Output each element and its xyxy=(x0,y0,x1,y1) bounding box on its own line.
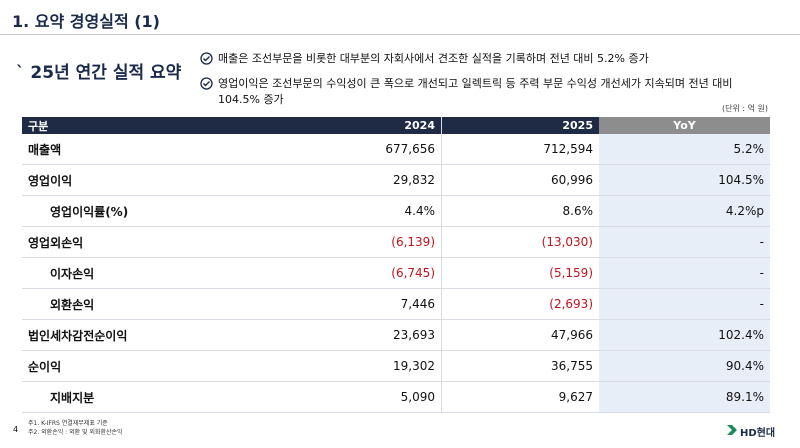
footnote: 주2. 외환손익 : 외환 및 외화환산손익 xyxy=(28,429,123,436)
cell: 7,446 xyxy=(244,288,442,320)
cell: 8.6% xyxy=(441,195,599,227)
cell: 9,627 xyxy=(441,381,599,413)
cell: 29,832 xyxy=(244,164,442,196)
row-label: 이자손익 xyxy=(22,257,244,289)
row-label: 영업외손익 xyxy=(22,226,244,258)
cell: 90.4% xyxy=(599,350,770,382)
row-label: 영업이익 xyxy=(22,164,244,196)
cell: 47,966 xyxy=(441,319,599,351)
results-table: 구분 2024 2025 YoY 매출액 677,656 712,594 5.2% 영업… xyxy=(22,117,770,413)
table-row: 법인세차감전순이익 23,693 47,966 102.4% xyxy=(22,319,770,351)
cell: - xyxy=(599,226,770,258)
table-row: 이자손익 (6,745) (5,159) - xyxy=(22,257,770,289)
row-label: 외환손익 xyxy=(22,288,244,320)
cell: 104.5% xyxy=(599,164,770,196)
cell: 4.2%p xyxy=(599,195,770,227)
table-row: 지배지분 5,090 9,627 89.1% xyxy=(22,381,770,413)
unit-note: (단위 : 억 원) xyxy=(721,104,768,113)
header-title: 1. 요약 경영실적 (1) xyxy=(12,12,160,31)
section-title: ` 25년 연간 실적 요약 xyxy=(16,63,182,83)
cell: (6,139) xyxy=(244,226,442,258)
row-label: 법인세차감전순이익 xyxy=(22,319,244,351)
row-label: 지배지분 xyxy=(22,381,244,413)
cell: 4.4% xyxy=(244,195,442,227)
logo: HD현대 xyxy=(740,428,776,439)
table-row: 순이익 19,302 36,755 90.4% xyxy=(22,350,770,382)
table-row: 영업이익률(%) 4.4% 8.6% 4.2%p xyxy=(22,195,770,227)
bullet-text: 매출은 조선부문을 비롯한 대부분의 자회사에서 견조한 실적을 기록하며 전년… xyxy=(218,52,649,65)
bullet: 매출은 조선부문을 비롯한 대부분의 자회사에서 견조한 실적을 기록하며 전년… xyxy=(200,51,778,67)
row-label: 매출액 xyxy=(22,134,244,165)
cell: 677,656 xyxy=(244,134,442,165)
cell: 5,090 xyxy=(244,381,442,413)
cell: (2,693) xyxy=(441,288,599,320)
cell: (5,159) xyxy=(441,257,599,289)
cell: 60,996 xyxy=(441,164,599,196)
cell: 102.4% xyxy=(599,319,770,351)
cell: 89.1% xyxy=(599,381,770,413)
bullet: 영업이익은 조선부문의 수익성이 큰 폭으로 개선되고 일렉트릭 등 주력 부문… xyxy=(200,76,763,108)
logo-icon xyxy=(727,425,737,435)
cell: 712,594 xyxy=(441,134,599,165)
cell: (6,745) xyxy=(244,257,442,289)
divider xyxy=(0,34,800,35)
bullet-text: 영업이익은 조선부문의 수익성이 큰 폭으로 개선되고 일렉트릭 등 주력 부문… xyxy=(218,77,733,106)
cell: - xyxy=(599,288,770,320)
col-header: 2024 xyxy=(244,117,442,134)
cell: 19,302 xyxy=(244,350,442,382)
row-label: 영업이익률(%) xyxy=(22,195,244,227)
cell: (13,030) xyxy=(441,226,599,258)
col-header: 2025 xyxy=(441,117,599,134)
table-row: 영업이익 29,832 60,996 104.5% xyxy=(22,164,770,196)
table-row: 매출액 677,656 712,594 5.2% xyxy=(22,134,770,165)
footnote: 주1. K-IFRS 연결재무제표 기준 xyxy=(28,420,108,427)
cell: 23,693 xyxy=(244,319,442,351)
cell: 5.2% xyxy=(599,134,770,165)
cell: 36,755 xyxy=(441,350,599,382)
page-number: 4 xyxy=(13,425,19,434)
row-label: 순이익 xyxy=(22,350,244,382)
col-header: 구분 xyxy=(22,117,244,134)
cell: - xyxy=(599,257,770,289)
table-row: 영업외손익 (6,139) (13,030) - xyxy=(22,226,770,258)
col-header: YoY xyxy=(599,117,770,134)
table-row: 외환손익 7,446 (2,693) - xyxy=(22,288,770,320)
